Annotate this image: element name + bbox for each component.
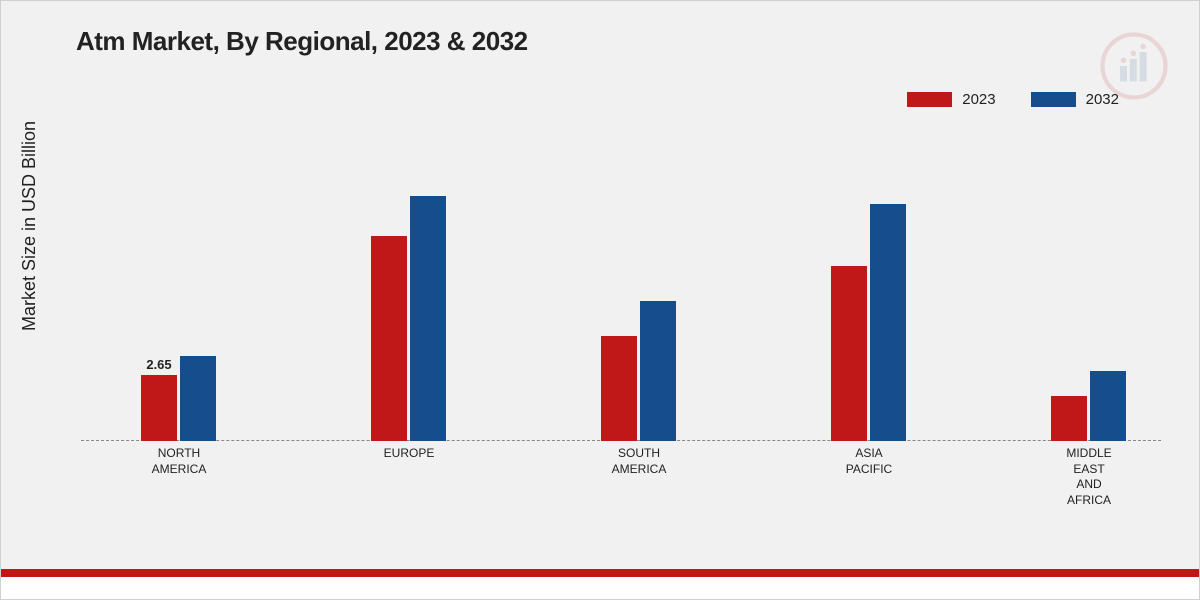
bar-group bbox=[831, 204, 906, 442]
bar bbox=[1051, 396, 1087, 441]
x-axis-label: ASIAPACIFIC bbox=[809, 446, 929, 477]
legend-label-2032: 2032 bbox=[1086, 91, 1119, 108]
bar bbox=[870, 204, 906, 442]
x-axis-label: EUROPE bbox=[349, 446, 469, 462]
footer-accent-bar bbox=[1, 569, 1199, 599]
legend-swatch-2023 bbox=[907, 92, 952, 107]
bar bbox=[640, 301, 676, 441]
plot-area: 2.65 bbox=[81, 141, 1161, 441]
bar bbox=[141, 375, 177, 441]
bar-group bbox=[371, 196, 446, 441]
bar bbox=[1090, 371, 1126, 441]
legend: 2023 2032 bbox=[907, 91, 1119, 108]
y-axis-label: Market Size in USD Billion bbox=[19, 121, 40, 331]
x-axis-label: MIDDLEEASTANDAFRICA bbox=[1029, 446, 1149, 508]
bar bbox=[180, 356, 216, 441]
bar-value-label: 2.65 bbox=[141, 357, 177, 372]
legend-item-2023: 2023 bbox=[907, 91, 995, 108]
bar bbox=[831, 266, 867, 441]
bar bbox=[601, 336, 637, 441]
x-axis-labels: NORTHAMERICA EUROPE SOUTHAMERICA ASIAPACIFI… bbox=[81, 446, 1161, 526]
bar bbox=[371, 236, 407, 441]
legend-swatch-2032 bbox=[1031, 92, 1076, 107]
chart-container: Atm Market, By Regional, 2023 & 2032 202… bbox=[0, 0, 1200, 600]
bar-group bbox=[601, 301, 676, 441]
legend-label-2023: 2023 bbox=[962, 91, 995, 108]
x-axis-label: NORTHAMERICA bbox=[119, 446, 239, 477]
chart-title: Atm Market, By Regional, 2023 & 2032 bbox=[76, 26, 528, 57]
x-axis-label: SOUTHAMERICA bbox=[579, 446, 699, 477]
bar bbox=[410, 196, 446, 441]
bar-group bbox=[1051, 371, 1126, 441]
bar-group: 2.65 bbox=[141, 356, 216, 441]
legend-item-2032: 2032 bbox=[1031, 91, 1119, 108]
